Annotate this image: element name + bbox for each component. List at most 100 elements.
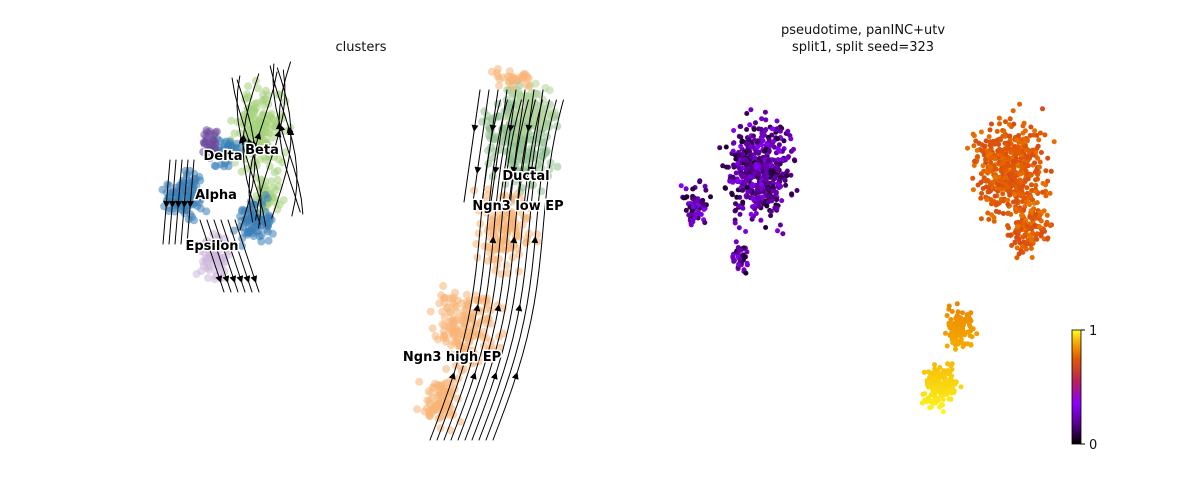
cluster-point — [545, 86, 554, 95]
pseudotime-point — [1045, 178, 1051, 184]
streamline-arrow — [169, 200, 177, 208]
pseudotime-point — [1007, 116, 1013, 122]
pseudotime-point — [749, 183, 755, 189]
cluster-point — [261, 119, 270, 128]
pseudotime-point — [988, 159, 994, 165]
pseudotime-point — [932, 396, 938, 402]
cluster-point — [251, 99, 260, 108]
streamline-arrow — [510, 166, 518, 174]
pseudotime-point — [1034, 231, 1040, 237]
pseudotime-point — [1011, 121, 1017, 127]
cluster-point — [237, 167, 246, 176]
pseudotime-point — [983, 157, 988, 162]
cluster-point — [268, 229, 277, 238]
pseudotime-point — [1008, 211, 1014, 217]
pseudotime-point — [1007, 192, 1013, 198]
pseudotime-point — [753, 191, 759, 197]
streamline-arrow — [471, 124, 479, 132]
pseudotime-point — [729, 192, 735, 198]
cluster-label: Ductal — [502, 169, 549, 184]
cluster-point — [461, 310, 470, 319]
pseudotime-point — [923, 399, 929, 405]
pseudotime-point — [1014, 137, 1020, 143]
streamline — [255, 69, 286, 221]
cluster-point — [509, 135, 518, 144]
pseudotime-point — [1022, 178, 1028, 184]
pseudotime-point — [1044, 219, 1050, 225]
pseudotime-point — [998, 148, 1003, 154]
streamline — [463, 89, 481, 203]
streamline — [526, 89, 544, 203]
cluster-point — [425, 396, 434, 405]
streamline-arrow — [507, 124, 515, 132]
cluster-point — [484, 146, 493, 155]
pseudotime-point — [960, 344, 966, 350]
pseudotime-point — [925, 384, 931, 390]
pseudotime-point — [1037, 164, 1042, 170]
streamline — [508, 89, 526, 203]
pseudotime-point — [1003, 119, 1008, 125]
streamline — [517, 89, 535, 203]
cluster-point — [196, 204, 205, 213]
pseudotime-point — [788, 172, 794, 178]
pseudotime-point — [770, 184, 776, 190]
panel-title-clusters: clusters — [311, 39, 411, 56]
pseudotime-point — [733, 201, 738, 207]
pseudotime-point — [736, 262, 742, 268]
streamline-arrow — [229, 275, 237, 283]
pseudotime-point — [947, 332, 953, 338]
pseudotime-point — [702, 183, 708, 189]
streamline — [485, 99, 557, 441]
cluster-point — [226, 137, 235, 146]
pseudotime-point — [1002, 164, 1008, 170]
pseudotime-point — [950, 381, 956, 386]
pseudotime-point — [786, 154, 791, 160]
pseudotime-point — [1028, 242, 1034, 248]
pseudotime-point — [785, 128, 791, 134]
pseudotime-point — [1040, 180, 1046, 186]
streamline — [436, 99, 508, 441]
pseudotime-point — [779, 198, 785, 204]
cluster-point — [250, 107, 259, 116]
pseudotime-point — [988, 155, 994, 161]
pseudotime-point — [1045, 155, 1051, 161]
pseudotime-point — [988, 197, 994, 203]
pseudotime-point — [967, 333, 973, 339]
streamline-arrow — [474, 166, 482, 174]
streamline-arrow — [469, 372, 477, 380]
pseudotime-point — [724, 164, 729, 170]
streamline — [499, 89, 517, 203]
cluster-point — [164, 207, 173, 215]
pseudotime-point — [763, 176, 769, 182]
pseudotime-point — [764, 141, 770, 147]
cluster-point — [440, 321, 449, 330]
cluster-point — [453, 335, 462, 344]
pseudotime-point — [1006, 155, 1012, 161]
pseudotime-point — [960, 325, 966, 331]
pseudotime-point — [1012, 192, 1018, 198]
pseudotime-point — [1032, 128, 1038, 134]
pseudotime-point — [743, 229, 749, 234]
streamline-arrow — [181, 200, 189, 208]
pseudotime-point — [1002, 175, 1008, 180]
pseudotime-point — [980, 163, 986, 169]
pseudotime-point — [751, 126, 757, 132]
pseudotime-point — [1026, 200, 1032, 206]
pseudotime-point — [748, 144, 754, 150]
pseudotime-point — [742, 254, 748, 260]
pseudotime-point — [984, 197, 990, 203]
title-line: clusters — [335, 40, 387, 55]
pseudotime-point — [759, 185, 765, 191]
cluster-point — [433, 353, 442, 362]
cluster-point — [484, 300, 493, 309]
streamline — [450, 99, 522, 441]
pseudotime-point — [1017, 220, 1023, 226]
pseudotime-point — [746, 137, 752, 143]
cluster-label: Beta — [245, 143, 279, 158]
pseudotime-point — [1016, 228, 1022, 234]
cluster-point — [222, 144, 231, 152]
pseudotime-point — [774, 118, 780, 124]
cluster-point — [432, 401, 441, 410]
cluster-point — [514, 267, 523, 276]
pseudotime-point — [955, 341, 961, 347]
